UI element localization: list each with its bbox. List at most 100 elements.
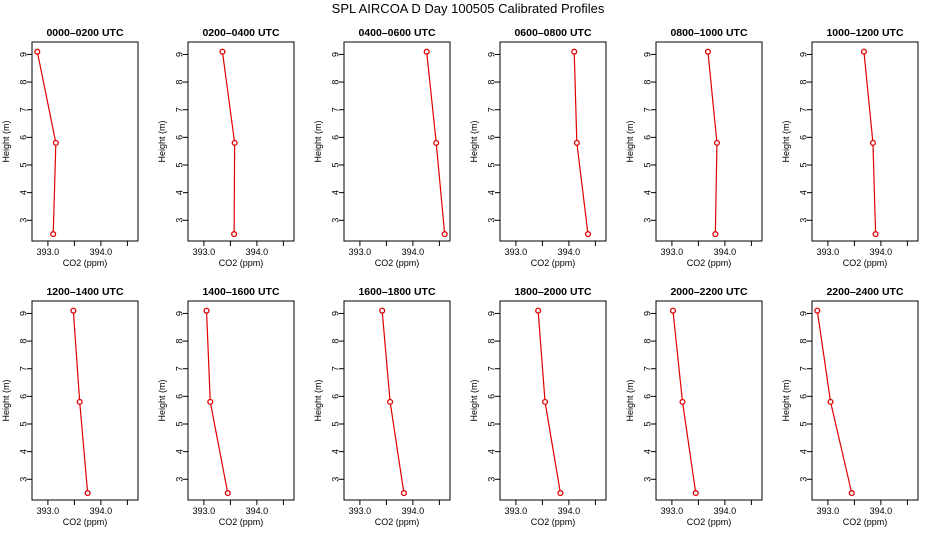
y-tick-label: 9	[642, 311, 652, 316]
y-tick-label: 6	[798, 135, 808, 140]
y-tick-label: 6	[798, 394, 808, 399]
y-axis-label: Height (m)	[1, 379, 11, 421]
x-axis-label: CO2 (ppm)	[63, 517, 108, 527]
x-tick-label: 394.0	[558, 506, 581, 516]
y-tick-label: 5	[174, 162, 184, 167]
y-tick-label: 3	[174, 477, 184, 482]
y-tick-label: 7	[18, 366, 28, 371]
x-tick-label: 394.0	[402, 506, 425, 516]
data-point	[423, 48, 430, 55]
panel-title: 0200–0400 UTC	[202, 27, 279, 39]
data-point	[34, 48, 41, 55]
data-point	[76, 398, 83, 405]
plot-frame	[655, 41, 763, 242]
y-tick-label: 9	[330, 311, 340, 316]
y-tick-label: 5	[642, 162, 652, 167]
figure-title: SPL AIRCOA D Day 100505 Calibrated Profi…	[331, 1, 605, 16]
y-tick-label: 5	[798, 421, 808, 426]
data-point	[207, 398, 214, 405]
plot-frame	[811, 41, 919, 242]
y-tick-label: 6	[486, 394, 496, 399]
data-point	[400, 490, 407, 497]
panel-10: 1800–2000 UTC 393.0 394.0 3 4 5 6 7 8 9 CO2 (ppm) H…	[469, 286, 607, 527]
data-point	[441, 231, 448, 238]
x-tick-label: 394.0	[90, 247, 113, 257]
data-point	[704, 48, 711, 55]
y-tick-label: 4	[642, 190, 652, 195]
panel-5: 0800–1000 UTC 393.0 394.0 3 4 5 6 7 8 9 CO2 (ppm) H…	[625, 27, 763, 268]
panel-title: 1200–1400 UTC	[46, 286, 123, 298]
y-tick-label: 6	[174, 135, 184, 140]
y-tick-label: 9	[642, 52, 652, 57]
data-point	[231, 139, 238, 146]
plot-frame	[499, 41, 607, 242]
panel-title: 0800–1000 UTC	[670, 27, 747, 39]
x-tick-label: 393.0	[661, 247, 684, 257]
y-tick-label: 7	[486, 366, 496, 371]
y-tick-label: 7	[330, 107, 340, 112]
x-tick-label: 393.0	[817, 506, 840, 516]
data-point	[52, 139, 59, 146]
profile-line	[537, 310, 562, 494]
x-axis-label: CO2 (ppm)	[843, 258, 888, 268]
y-tick-label: 3	[486, 218, 496, 223]
data-point	[869, 139, 876, 146]
y-tick-label: 6	[174, 394, 184, 399]
y-tick-label: 8	[18, 339, 28, 344]
plot-frame	[343, 300, 451, 501]
y-axis-label: Height (m)	[469, 120, 479, 162]
y-tick-label: 8	[174, 339, 184, 344]
y-tick-label: 3	[642, 218, 652, 223]
y-tick-label: 8	[798, 80, 808, 85]
x-axis-label: CO2 (ppm)	[375, 258, 420, 268]
data-point	[433, 139, 440, 146]
panel-7: 1200–1400 UTC 393.0 394.0 3 4 5 6 7 8 9 CO2 (ppm) H…	[1, 286, 139, 527]
y-tick-label: 7	[798, 107, 808, 112]
panel-title: 1600–1800 UTC	[358, 286, 435, 298]
panel-title: 2000–2200 UTC	[670, 286, 747, 298]
y-tick-label: 5	[330, 421, 340, 426]
y-tick-label: 5	[330, 162, 340, 167]
plot-frame	[31, 300, 139, 501]
x-tick-label: 393.0	[349, 247, 372, 257]
panel-title: 0600–0800 UTC	[514, 27, 591, 39]
data-point	[827, 398, 834, 405]
panel-9: 1600–1800 UTC 393.0 394.0 3 4 5 6 7 8 9 CO2 (ppm) H…	[313, 286, 451, 527]
data-point	[712, 231, 719, 238]
x-tick-label: 393.0	[661, 506, 684, 516]
panel-8: 1400–1600 UTC 393.0 394.0 3 4 5 6 7 8 9 CO2 (ppm) H…	[157, 286, 295, 527]
y-tick-label: 3	[486, 477, 496, 482]
y-tick-label: 3	[798, 218, 808, 223]
data-point	[848, 490, 855, 497]
y-tick-label: 5	[798, 162, 808, 167]
x-tick-label: 393.0	[193, 506, 216, 516]
x-tick-label: 393.0	[817, 247, 840, 257]
y-axis-label: Height (m)	[313, 120, 323, 162]
panel-title: 0400–0600 UTC	[358, 27, 435, 39]
x-tick-label: 394.0	[714, 247, 737, 257]
data-point	[219, 48, 226, 55]
x-axis-label: CO2 (ppm)	[687, 517, 732, 527]
y-axis-label: Height (m)	[1, 120, 11, 162]
data-point	[573, 139, 580, 146]
data-point	[814, 307, 821, 314]
y-tick-label: 4	[486, 449, 496, 454]
panel-title: 1400–1600 UTC	[202, 286, 279, 298]
panel-1: 0000–0200 UTC 393.0 394.0 3 4 5 6 7 8 9 CO2 (ppm) H…	[1, 27, 139, 268]
x-tick-label: 393.0	[193, 247, 216, 257]
x-axis-label: CO2 (ppm)	[63, 258, 108, 268]
panel-11: 2000–2200 UTC 393.0 394.0 3 4 5 6 7 8 9 CO2 (ppm) H…	[625, 286, 763, 527]
y-tick-label: 4	[174, 190, 184, 195]
y-tick-label: 8	[330, 80, 340, 85]
y-tick-label: 5	[486, 421, 496, 426]
data-point	[84, 490, 91, 497]
y-tick-label: 4	[174, 449, 184, 454]
y-tick-label: 8	[174, 80, 184, 85]
x-tick-label: 394.0	[558, 247, 581, 257]
y-tick-label: 8	[18, 80, 28, 85]
y-axis-label: Height (m)	[781, 379, 791, 421]
x-tick-label: 393.0	[505, 247, 528, 257]
plot-frame	[811, 300, 919, 501]
plot-frame	[655, 300, 763, 501]
y-tick-label: 7	[174, 107, 184, 112]
